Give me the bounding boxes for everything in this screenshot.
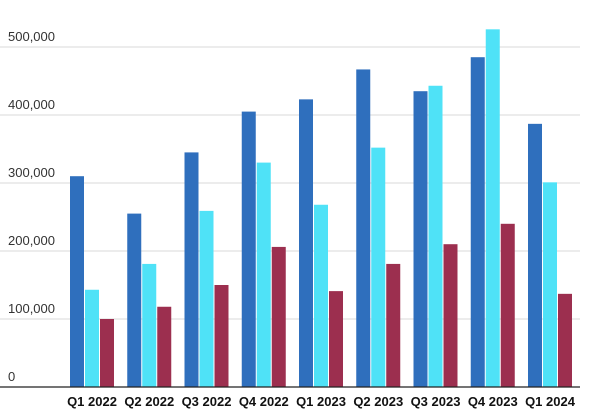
x-category-label: Q2 2022: [124, 394, 174, 409]
bar: [356, 69, 371, 387]
bar: [142, 263, 157, 387]
bar: [157, 306, 172, 387]
bar: [85, 289, 99, 387]
bar: [543, 182, 557, 387]
y-axis-tick-labels: 0 100,000 200,000 300,000 400,000 500,000: [8, 29, 55, 384]
bar: [329, 291, 343, 387]
bar: [428, 85, 443, 387]
bar: [127, 213, 142, 387]
x-category-label: Q2 2023: [353, 394, 403, 409]
x-category-label: Q1 2023: [296, 394, 346, 409]
bar: [470, 57, 485, 387]
y-tick-label: 300,000: [8, 165, 55, 180]
bar: [386, 263, 401, 387]
bar: [558, 293, 572, 387]
y-tick-label: 100,000: [8, 301, 55, 316]
bar: [299, 99, 313, 388]
bar: [413, 91, 428, 387]
x-axis-category-labels: Q1 2022 Q2 2022 Q3 2022 Q4 2022 Q1 2023 Q2 20…: [67, 394, 576, 409]
y-tick-label: 500,000: [8, 29, 55, 44]
bar: [70, 176, 84, 387]
bar: [256, 162, 271, 387]
bar: [371, 147, 386, 387]
bar: [485, 29, 500, 387]
bar: [199, 210, 214, 387]
bar: [314, 204, 328, 387]
bar: [214, 285, 229, 387]
y-tick-label: 400,000: [8, 97, 55, 112]
bar: [184, 152, 199, 387]
x-category-label: Q1 2022: [67, 394, 117, 409]
y-tick-label: 0: [8, 369, 15, 384]
bar: [271, 246, 286, 387]
x-category-label: Q4 2023: [468, 394, 518, 409]
x-category-label: Q3 2023: [411, 394, 461, 409]
bar: [528, 123, 542, 387]
y-tick-label: 200,000: [8, 233, 55, 248]
x-category-label: Q4 2022: [239, 394, 289, 409]
bars: [70, 29, 572, 388]
bar: [443, 244, 458, 387]
bar: [100, 319, 114, 387]
bar: [241, 111, 256, 387]
x-category-label: Q3 2022: [182, 394, 232, 409]
bar: [500, 223, 515, 387]
x-category-label: Q1 2024: [525, 394, 576, 409]
